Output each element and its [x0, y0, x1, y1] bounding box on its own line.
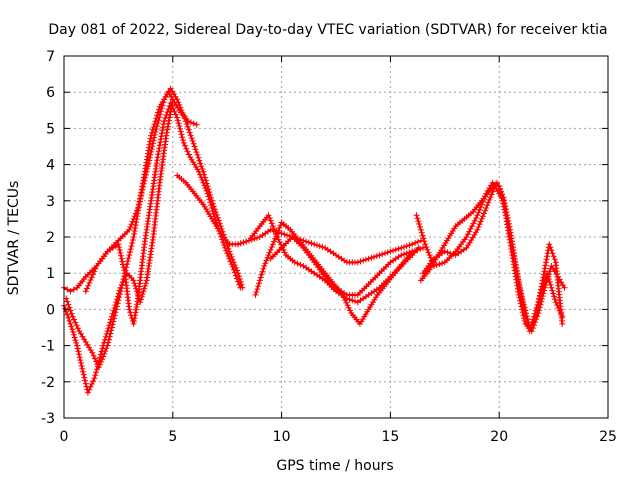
series-11 [420, 183, 566, 335]
chart-title: Day 081 of 2022, Sidereal Day-to-day VTE… [48, 22, 607, 38]
series-6 [235, 212, 422, 306]
series-markers [267, 234, 426, 298]
y-tick-label: -1 [41, 339, 55, 355]
series-5 [174, 172, 424, 266]
x-tick-label: 10 [273, 429, 291, 445]
axes: 0 5 10 15 20 25 -3 -2 -1 0 1 2 3 4 5 6 7 [41, 49, 617, 445]
data-series [61, 85, 568, 396]
y-axis-label: SDTVAR / TECUs [6, 181, 22, 296]
series-2 [63, 89, 200, 371]
y-tick-label: 3 [46, 194, 55, 210]
x-tick-label: 0 [60, 429, 69, 445]
y-tick-label: 2 [46, 230, 55, 246]
series-3 [61, 96, 176, 396]
y-tick-label: 6 [46, 85, 55, 101]
series-8 [267, 234, 426, 298]
y-tick-label: 0 [46, 302, 55, 318]
series-markers [420, 183, 566, 335]
series-markers [63, 89, 200, 371]
y-tick-label: -2 [41, 375, 55, 391]
series-4 [82, 100, 244, 327]
series-markers [82, 100, 244, 327]
y-tick-label: 5 [46, 121, 55, 137]
series-markers [174, 172, 424, 266]
x-tick-label: 15 [381, 429, 399, 445]
y-tick-label: 4 [46, 158, 55, 174]
x-axis-label: GPS time / hours [276, 458, 393, 474]
x-tick-label: 5 [168, 429, 177, 445]
y-tick-label: 7 [46, 49, 55, 65]
series-line [421, 185, 564, 333]
x-tick-label: 20 [490, 429, 508, 445]
plot-frame [63, 55, 609, 419]
series-line [236, 214, 420, 304]
y-tick-label: -3 [41, 411, 55, 427]
grid [64, 56, 608, 418]
x-tick-label: 25 [599, 429, 617, 445]
y-tick-label: 1 [46, 266, 55, 282]
